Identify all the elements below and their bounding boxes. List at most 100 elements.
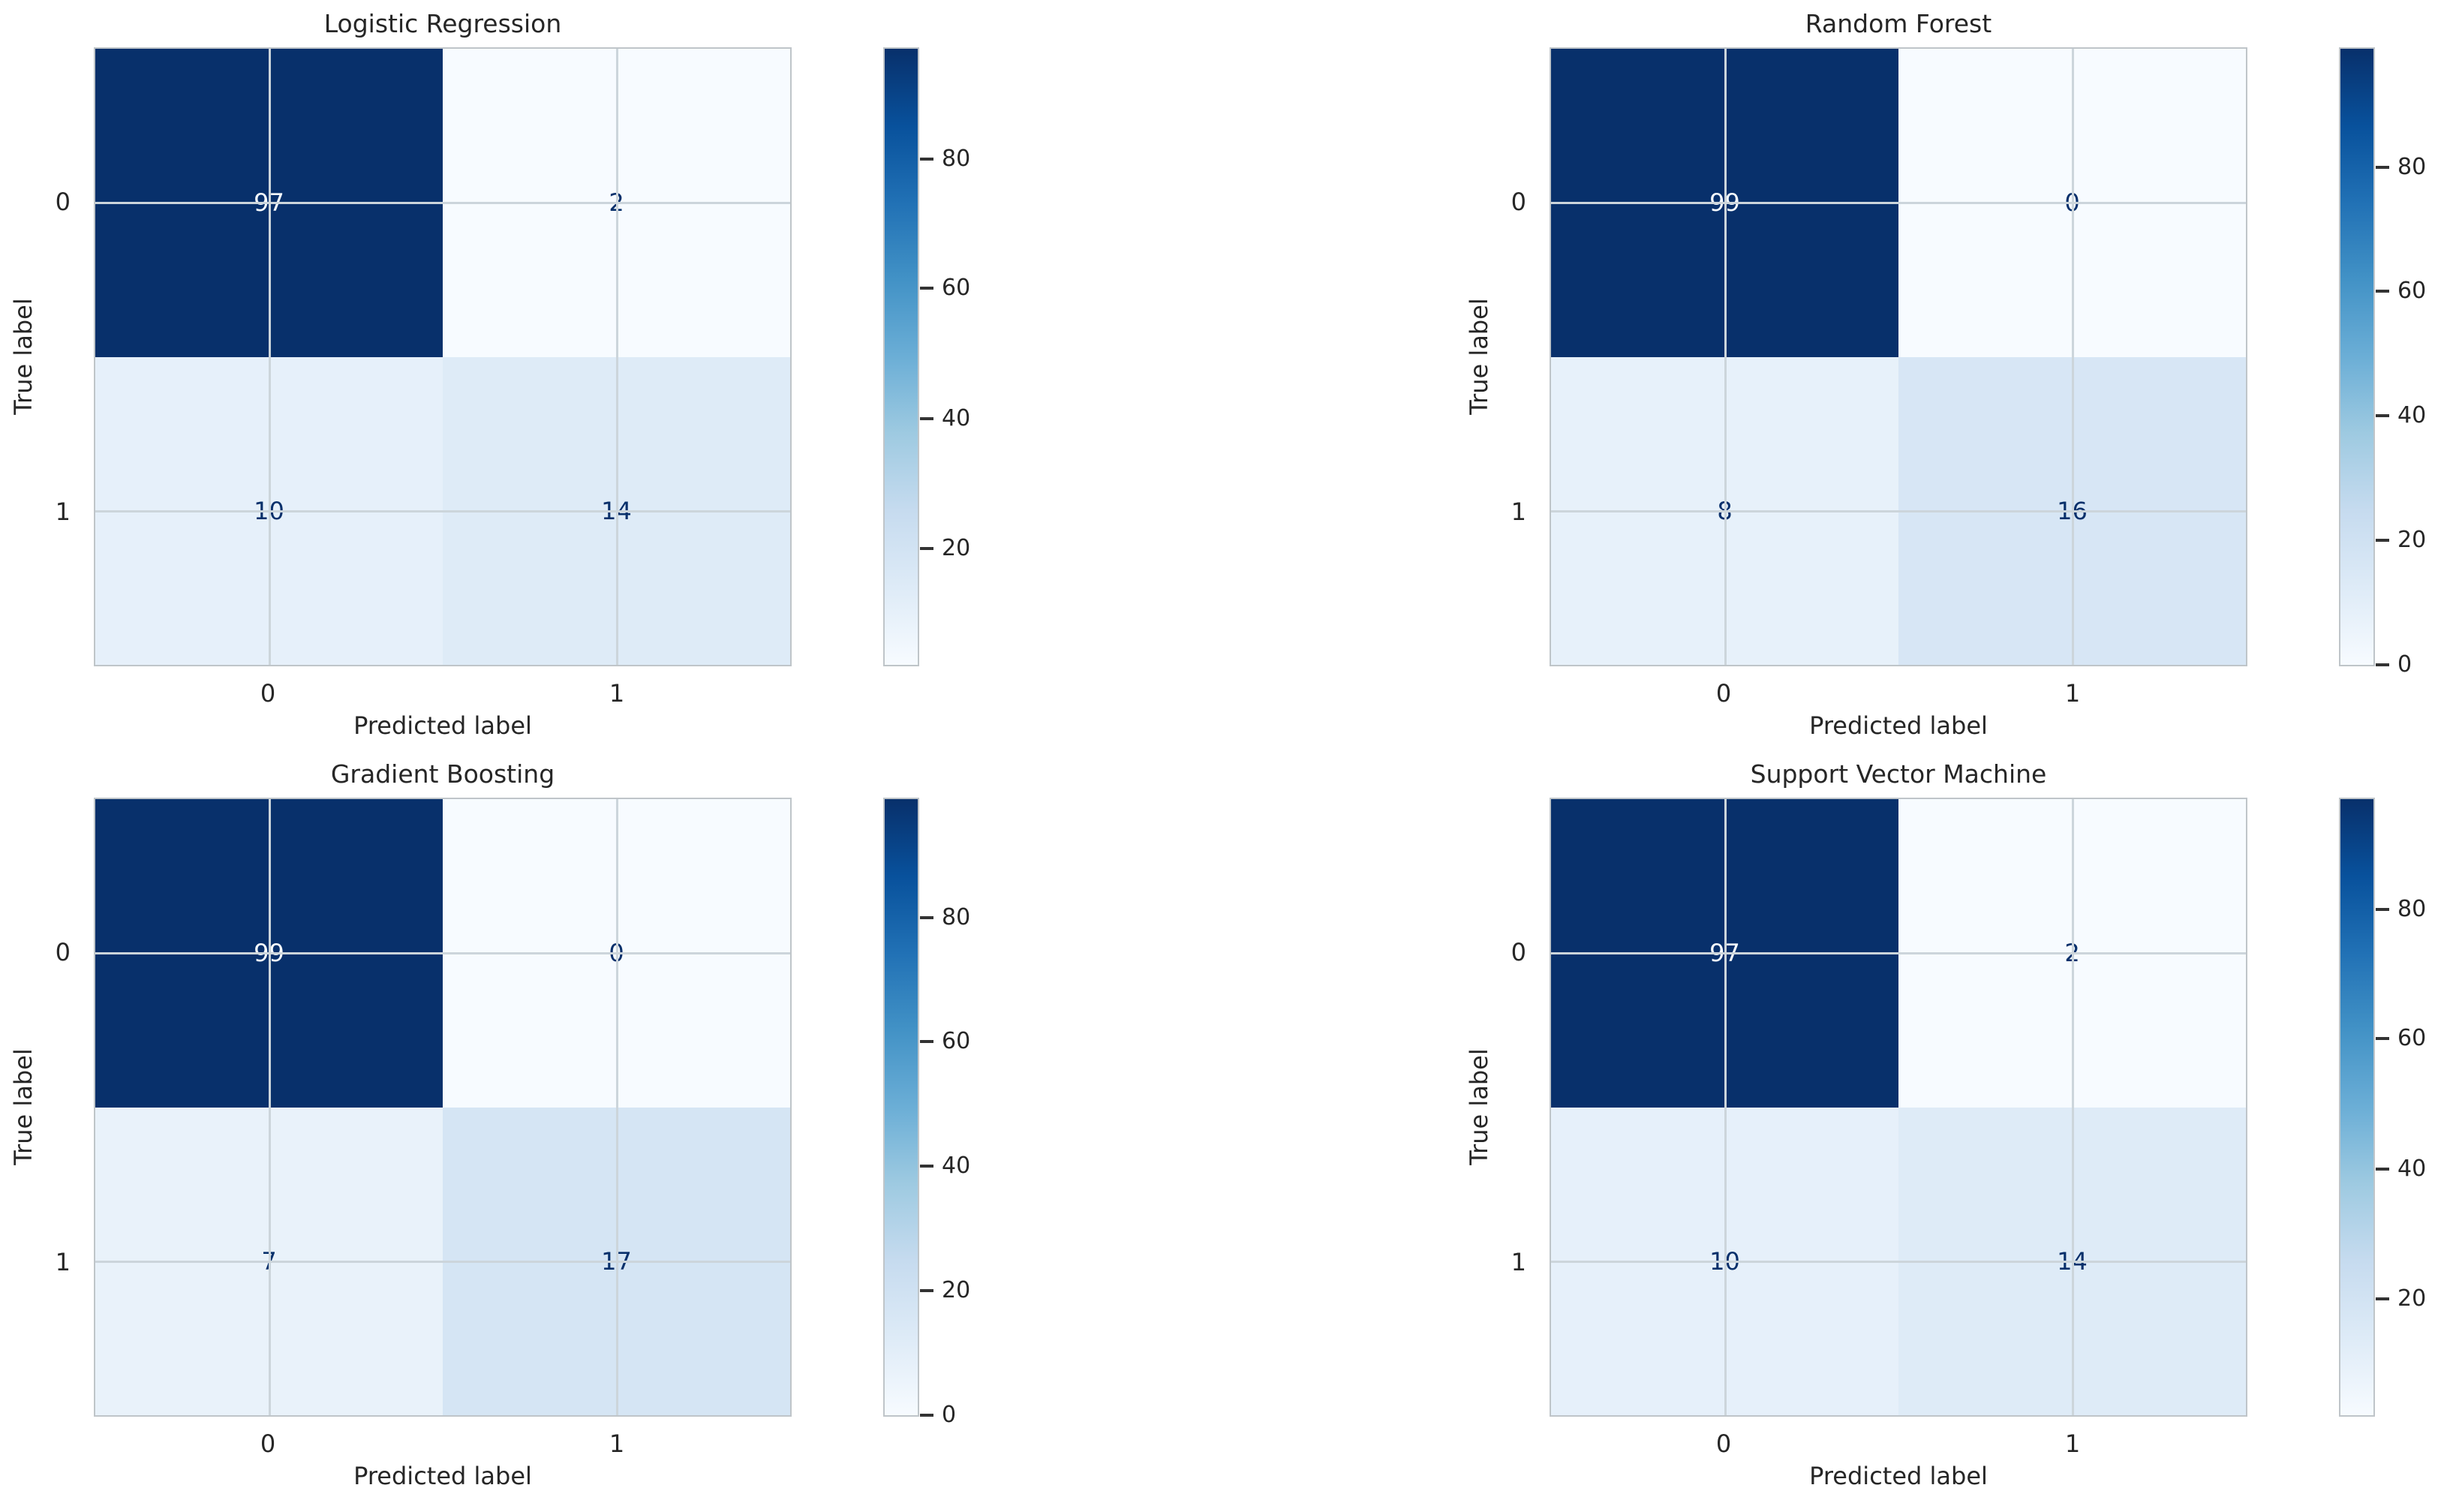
tick-mark bbox=[920, 1165, 933, 1168]
x-axis-label: Predicted label bbox=[1809, 711, 1988, 740]
x-axis-label: Predicted label bbox=[353, 711, 532, 740]
colorbar-tick-label: 80 bbox=[2397, 895, 2427, 922]
y-tick-label: 1 bbox=[55, 1248, 71, 1276]
gridline bbox=[2071, 49, 2074, 665]
colorbar-tick: 80 bbox=[2373, 895, 2427, 922]
subplot-support-vector-machine: Support Vector Machine True label 0 1 97… bbox=[1456, 750, 2459, 1506]
x-tick-label: 0 bbox=[260, 1429, 276, 1458]
tick-mark bbox=[2376, 1037, 2389, 1041]
colorbar-gradient bbox=[885, 49, 918, 665]
colorbar-tick: 20 bbox=[2373, 1285, 2427, 1312]
x-axis-label: Predicted label bbox=[353, 1462, 532, 1490]
gridline bbox=[95, 1260, 790, 1263]
tick-mark bbox=[2376, 165, 2389, 169]
x-tick-label: 0 bbox=[260, 679, 276, 708]
y-axis-label: True label bbox=[9, 298, 38, 415]
x-tick-label: 1 bbox=[2064, 679, 2081, 708]
colorbar-tick: 20 bbox=[2373, 529, 2426, 552]
x-tick-label: 0 bbox=[1715, 679, 1732, 708]
y-axis-label: True label bbox=[1465, 1048, 1493, 1165]
gridline bbox=[1724, 49, 1727, 665]
tick-mark bbox=[920, 546, 933, 550]
tick-mark bbox=[920, 1040, 933, 1044]
gridline bbox=[95, 202, 790, 205]
colorbar-tick: 80 bbox=[918, 145, 971, 172]
colorbar: 0 20 40 60 80 bbox=[2339, 47, 2426, 676]
subplot-logistic-regression: Logistic Regression True label 0 1 97 2 … bbox=[0, 0, 1003, 756]
x-tick-label: 1 bbox=[2064, 1429, 2081, 1458]
gridline bbox=[1551, 1260, 2246, 1263]
tick-mark bbox=[2376, 414, 2389, 418]
subplot-gradient-boosting: Gradient Boosting True label 0 1 99 0 7 … bbox=[0, 750, 1003, 1506]
colorbar-tick: 80 bbox=[918, 906, 970, 929]
colorbar-tick-label: 60 bbox=[942, 275, 971, 302]
colorbar-tick-label: 80 bbox=[942, 903, 971, 930]
colorbar-tick: 0 bbox=[2373, 654, 2412, 676]
colorbar-tick: 60 bbox=[918, 1030, 970, 1053]
subplot-title: Gradient Boosting bbox=[330, 759, 555, 789]
subplot-random-forest: Random Forest True label 0 1 99 0 8 16 0… bbox=[1456, 0, 2459, 756]
y-axis-label: True label bbox=[9, 1048, 38, 1165]
subplot-title: Random Forest bbox=[1805, 9, 1992, 38]
colorbar-tick: 40 bbox=[2373, 404, 2426, 427]
colorbar-tick-label: 0 bbox=[2397, 651, 2412, 678]
gridline bbox=[615, 799, 618, 1415]
colorbar-tick: 60 bbox=[2373, 1027, 2426, 1050]
colorbar-tick: 20 bbox=[918, 1279, 970, 1302]
gridline bbox=[1724, 799, 1727, 1415]
tick-mark bbox=[920, 287, 933, 290]
tick-mark bbox=[920, 416, 933, 420]
subplot-title: Logistic Regression bbox=[323, 9, 562, 38]
colorbar-tick-label: 60 bbox=[2397, 278, 2427, 305]
tick-mark bbox=[2376, 907, 2389, 911]
gridline bbox=[268, 799, 271, 1415]
colorbar: 0 20 40 60 80 bbox=[883, 798, 970, 1426]
gridline bbox=[1551, 510, 2246, 513]
x-tick-label: 1 bbox=[609, 1429, 625, 1458]
colorbar-tick-label: 40 bbox=[2397, 402, 2427, 429]
colorbar-tick-label: 40 bbox=[942, 404, 971, 431]
x-tick-label: 1 bbox=[609, 679, 625, 708]
gridline bbox=[615, 49, 618, 665]
confusion-matrix-heatmap: 99 0 8 16 bbox=[1550, 47, 2247, 666]
colorbar-tick-label: 80 bbox=[942, 145, 971, 172]
tick-mark bbox=[2376, 1297, 2389, 1300]
gridline bbox=[1551, 952, 2246, 955]
colorbar-tick: 40 bbox=[918, 407, 970, 430]
colorbar-tick: 40 bbox=[2373, 1155, 2427, 1182]
colorbar: 20 40 60 80 bbox=[2339, 798, 2426, 1417]
y-tick-label: 1 bbox=[1511, 497, 1526, 526]
colorbar-tick-label: 20 bbox=[2397, 527, 2427, 554]
gridline bbox=[2071, 799, 2074, 1415]
gridline bbox=[95, 952, 790, 955]
y-tick-label: 0 bbox=[55, 188, 71, 216]
colorbar-tick: 20 bbox=[918, 537, 970, 560]
colorbar-tick: 60 bbox=[918, 277, 970, 299]
colorbar-tick-label: 20 bbox=[942, 1277, 971, 1304]
y-axis-label: True label bbox=[1465, 298, 1493, 415]
colorbar-gradient bbox=[885, 799, 918, 1415]
colorbar-tick-label: 80 bbox=[2397, 153, 2427, 180]
colorbar-tick-label: 40 bbox=[942, 1153, 971, 1180]
gridline bbox=[95, 510, 790, 513]
colorbar-tick-label: 20 bbox=[2397, 1285, 2427, 1312]
colorbar-tick-label: 40 bbox=[2397, 1155, 2427, 1182]
tick-mark bbox=[920, 915, 933, 919]
subplot-title: Support Vector Machine bbox=[1750, 759, 2047, 789]
colorbar-gradient bbox=[2340, 799, 2373, 1415]
gridline bbox=[268, 49, 271, 665]
gridline bbox=[1551, 202, 2246, 205]
colorbar-tick-label: 60 bbox=[942, 1028, 971, 1055]
y-tick-label: 0 bbox=[1511, 188, 1526, 216]
tick-mark bbox=[920, 1414, 933, 1417]
colorbar-tick-label: 20 bbox=[942, 534, 971, 561]
confusion-matrix-heatmap: 99 0 7 17 bbox=[94, 798, 792, 1417]
tick-mark bbox=[2376, 539, 2389, 543]
tick-mark bbox=[2376, 290, 2389, 293]
tick-mark bbox=[2376, 1167, 2389, 1171]
colorbar-tick-label: 0 bbox=[942, 1402, 957, 1428]
y-tick-label: 1 bbox=[1511, 1248, 1526, 1276]
x-axis-label: Predicted label bbox=[1809, 1462, 1988, 1490]
colorbar-tick: 40 bbox=[918, 1155, 970, 1177]
confusion-matrix-heatmap: 97 2 10 14 bbox=[94, 47, 792, 666]
